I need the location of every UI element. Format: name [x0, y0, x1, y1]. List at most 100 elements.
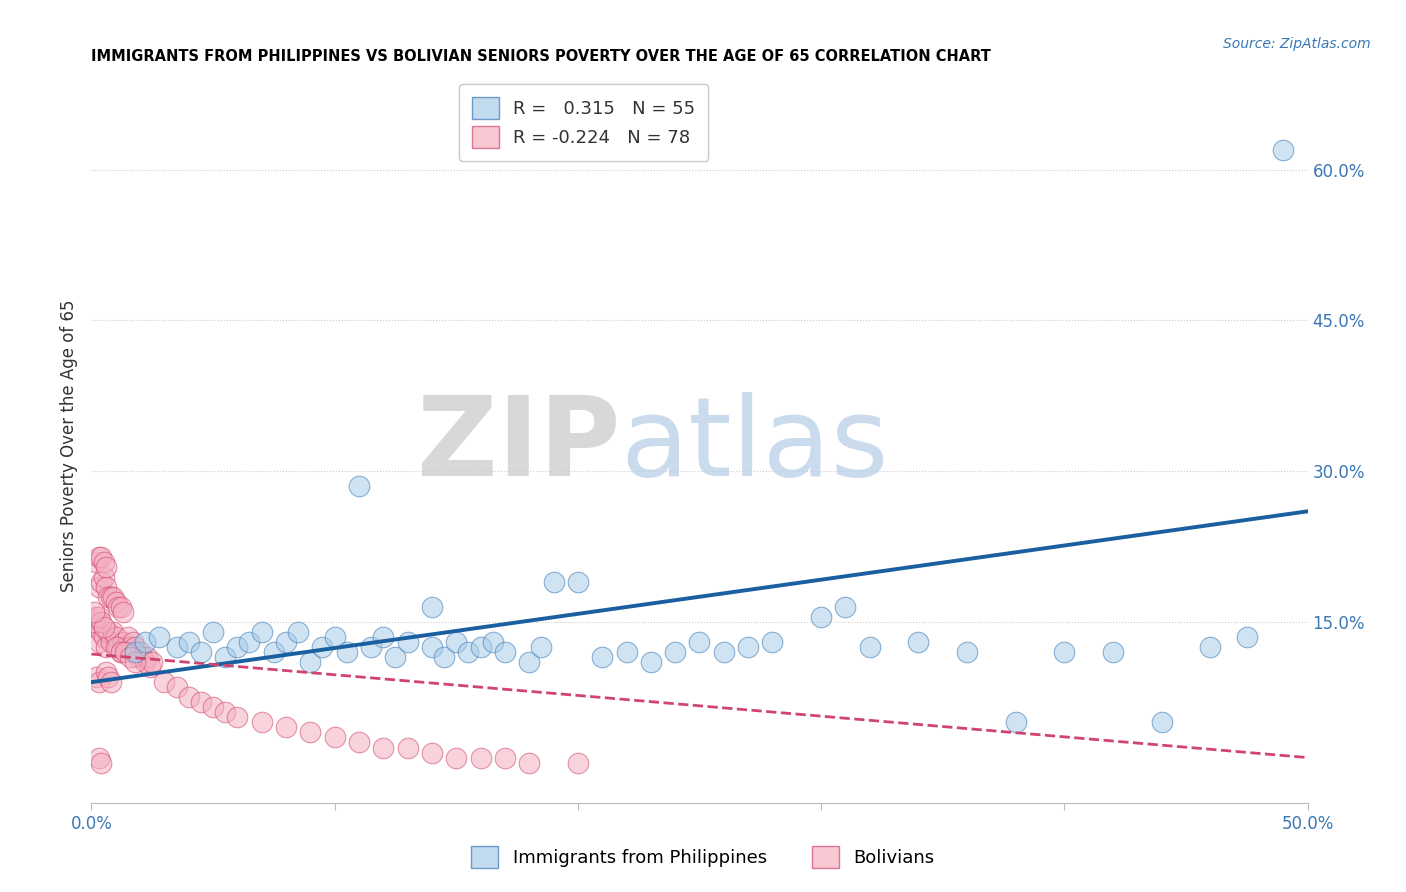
Point — [94, 580, 117, 594]
Point — [640, 655, 662, 669]
Point — [444, 750, 467, 764]
Point — [111, 635, 134, 649]
Point — [93, 569, 115, 583]
Point — [134, 655, 156, 669]
Point — [103, 590, 125, 604]
Point — [148, 630, 170, 644]
Point — [202, 624, 225, 639]
Point — [616, 645, 638, 659]
Point — [263, 645, 285, 659]
Point — [761, 635, 783, 649]
Point — [93, 630, 115, 644]
Point — [90, 624, 112, 639]
Point — [250, 715, 273, 730]
Point — [444, 635, 467, 649]
Point — [87, 580, 110, 594]
Point — [323, 630, 346, 644]
Point — [226, 710, 249, 724]
Point — [93, 620, 115, 634]
Point — [124, 645, 146, 659]
Point — [360, 640, 382, 654]
Point — [131, 650, 153, 665]
Point — [114, 640, 136, 654]
Point — [90, 574, 112, 589]
Point — [121, 635, 143, 649]
Point — [100, 590, 122, 604]
Point — [567, 756, 589, 770]
Point — [87, 750, 110, 764]
Point — [100, 675, 122, 690]
Point — [104, 595, 127, 609]
Point — [94, 559, 117, 574]
Point — [94, 640, 117, 654]
Point — [100, 635, 122, 649]
Point — [124, 655, 146, 669]
Point — [90, 549, 112, 564]
Point — [347, 735, 370, 749]
Point — [250, 624, 273, 639]
Point — [1004, 715, 1026, 730]
Point — [87, 635, 110, 649]
Point — [591, 650, 613, 665]
Point — [177, 690, 200, 705]
Point — [420, 746, 443, 760]
Point — [859, 640, 882, 654]
Point — [84, 555, 107, 569]
Point — [373, 740, 395, 755]
Legend: Immigrants from Philippines, Bolivians: Immigrants from Philippines, Bolivians — [460, 835, 946, 879]
Point — [214, 650, 236, 665]
Point — [87, 610, 110, 624]
Point — [396, 740, 419, 755]
Point — [274, 720, 297, 734]
Point — [139, 660, 162, 674]
Point — [114, 645, 136, 659]
Point — [494, 750, 516, 764]
Point — [274, 635, 297, 649]
Point — [299, 655, 322, 669]
Point — [834, 599, 856, 614]
Point — [238, 635, 260, 649]
Point — [104, 630, 127, 644]
Point — [129, 645, 152, 659]
Point — [166, 640, 188, 654]
Point — [90, 615, 112, 629]
Point — [481, 635, 503, 649]
Point — [396, 635, 419, 649]
Point — [84, 670, 107, 684]
Point — [120, 640, 142, 654]
Point — [124, 640, 146, 654]
Point — [420, 599, 443, 614]
Point — [226, 640, 249, 654]
Point — [136, 650, 159, 665]
Point — [94, 665, 117, 680]
Text: Source: ZipAtlas.com: Source: ZipAtlas.com — [1223, 37, 1371, 52]
Point — [336, 645, 359, 659]
Point — [1053, 645, 1076, 659]
Point — [1102, 645, 1125, 659]
Point — [190, 695, 212, 709]
Point — [323, 731, 346, 745]
Text: ZIP: ZIP — [418, 392, 620, 500]
Point — [97, 624, 120, 639]
Point — [127, 650, 149, 665]
Point — [141, 655, 163, 669]
Point — [1236, 630, 1258, 644]
Point — [177, 635, 200, 649]
Point — [117, 630, 139, 644]
Point — [1272, 143, 1295, 157]
Point — [299, 725, 322, 739]
Point — [110, 599, 132, 614]
Point — [111, 605, 134, 619]
Point — [110, 645, 132, 659]
Point — [907, 635, 929, 649]
Point — [311, 640, 333, 654]
Point — [97, 670, 120, 684]
Point — [457, 645, 479, 659]
Point — [153, 675, 176, 690]
Point — [107, 599, 129, 614]
Point — [494, 645, 516, 659]
Point — [97, 590, 120, 604]
Point — [83, 605, 105, 619]
Point — [347, 479, 370, 493]
Point — [90, 756, 112, 770]
